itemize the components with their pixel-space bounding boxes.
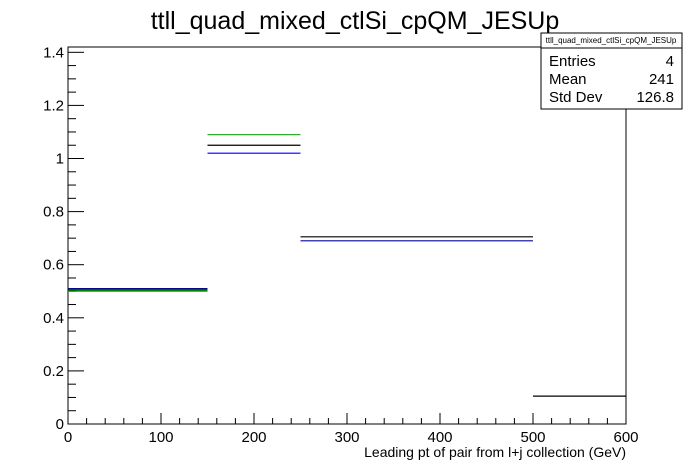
x-tick-label: 300	[334, 429, 359, 446]
y-tick-label: 0.2	[43, 363, 64, 380]
histogram-series	[68, 134, 626, 397]
x-tick-label: 500	[520, 429, 545, 446]
stats-box: ttll_quad_mixed_ctlSi_cpQM_JESUp Entries…	[540, 32, 683, 110]
y-tick-label: 0	[56, 416, 64, 433]
axis-ticks: 0 100 200 300 400 500 600 0 0.2 0.4 0.6 0.8 1 1.2 1.4	[43, 44, 638, 446]
x-tick-label: 100	[148, 429, 173, 446]
series-1	[68, 134, 301, 292]
y-tick-label: 1	[56, 151, 64, 168]
y-tick-label: 0.4	[43, 310, 64, 327]
series-2	[68, 152, 533, 290]
chart-title: ttll_quad_mixed_ctlSi_cpQM_JESUp	[151, 7, 560, 35]
stats-mean-value: 241	[649, 71, 674, 88]
x-tick-label: 0	[64, 429, 72, 446]
stats-box-title: ttll_quad_mixed_ctlSi_cpQM_JESUp	[546, 36, 677, 45]
x-tick-label: 600	[613, 429, 638, 446]
y-tick-label: 1.4	[43, 44, 64, 61]
x-tick-label: 200	[241, 429, 266, 446]
stats-stddev-label: Std Dev	[549, 89, 603, 106]
stats-entries-label: Entries	[549, 53, 596, 70]
x-axis-label: Leading pt of pair from l+j collection (…	[364, 444, 626, 460]
y-tick-label: 1.2	[43, 97, 64, 114]
y-tick-label: 0.6	[43, 257, 64, 274]
stats-mean-label: Mean	[549, 71, 587, 88]
stats-entries-value: 4	[666, 53, 674, 70]
x-tick-label: 400	[427, 429, 452, 446]
y-tick-label: 0.8	[43, 204, 64, 221]
series-0	[68, 144, 626, 397]
stats-box-frame	[540, 32, 683, 110]
stats-stddev-value: 126.8	[636, 89, 674, 106]
